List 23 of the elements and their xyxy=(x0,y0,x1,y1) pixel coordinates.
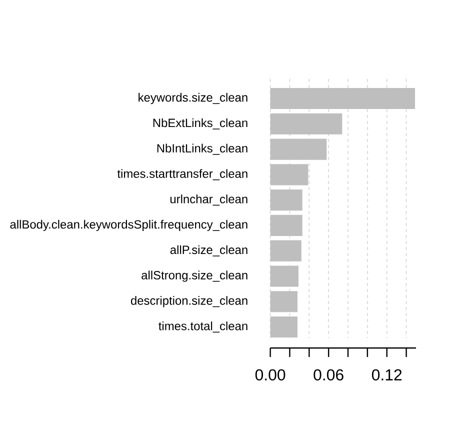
bar xyxy=(270,266,298,287)
y-tick-label: allP.size_clean xyxy=(170,245,248,256)
y-tick-label: NbExtLinks_clean xyxy=(153,118,248,130)
bar xyxy=(270,113,342,134)
bar xyxy=(270,291,298,312)
bar xyxy=(270,240,302,262)
y-tick-label: keywords.size_clean xyxy=(138,92,248,104)
x-tick-label: 0.12 xyxy=(372,369,402,380)
bar xyxy=(270,214,302,236)
y-tick-label: allBody.clean.keywordsSplit.frequency_clean xyxy=(10,220,248,232)
bar xyxy=(270,316,298,338)
bar xyxy=(270,164,308,186)
x-tick-label: 0.00 xyxy=(255,369,286,380)
y-tick-label: times.total_clean xyxy=(158,321,248,333)
y-tick-label: description.size_clean xyxy=(130,296,248,308)
bar xyxy=(270,190,302,211)
y-tick-label: NbIntLinks_clean xyxy=(157,144,248,155)
bar xyxy=(270,88,416,110)
y-tick-label: urlnchar_clean xyxy=(170,194,248,206)
y-tick-label: allStrong.size_clean xyxy=(142,270,248,282)
bar xyxy=(270,138,327,160)
y-tick-label: times.starttransfer_clean xyxy=(117,169,248,180)
x-tick-label: 0.06 xyxy=(314,369,344,380)
